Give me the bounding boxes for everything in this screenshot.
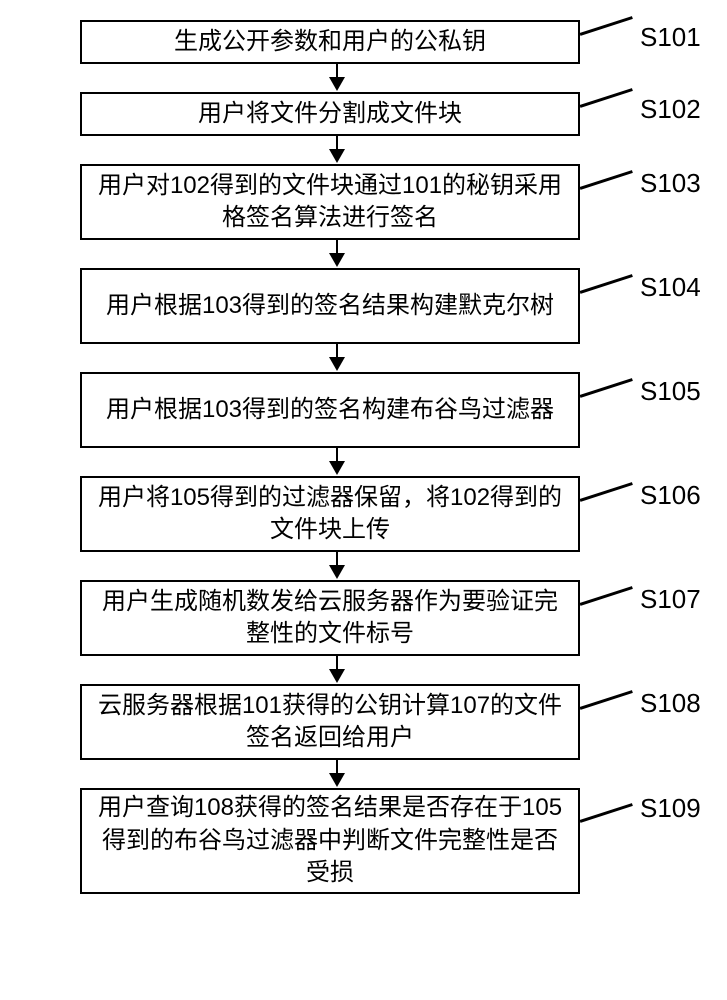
- flow-step-box: 用户将文件分割成文件块: [80, 92, 580, 136]
- flow-row: 用户将105得到的过滤器保留，将102得到的文件块上传 S106: [10, 476, 717, 552]
- arrow-line: [336, 760, 339, 774]
- flow-step-box: 用户对102得到的文件块通过101的秘钥采用格签名算法进行签名: [80, 164, 580, 240]
- arrow-head-icon: [329, 357, 345, 371]
- flow-step-id: S104: [640, 272, 701, 303]
- flow-row: 生成公开参数和用户的公私钥 S101: [10, 20, 717, 64]
- flow-row: 用户查询108获得的签名结果是否存在于105得到的布谷鸟过滤器中判断文件完整性是…: [10, 788, 717, 894]
- flow-row: 云服务器根据101获得的公钥计算107的文件签名返回给用户 S108: [10, 684, 717, 760]
- flow-step-box: 用户查询108获得的签名结果是否存在于105得到的布谷鸟过滤器中判断文件完整性是…: [80, 788, 580, 894]
- flow-step-id: S109: [640, 793, 701, 824]
- arrow-wrap: [10, 552, 717, 580]
- arrow-column: [329, 344, 345, 371]
- flow-step-text: 云服务器根据101获得的公钥计算107的文件签名返回给用户: [92, 690, 568, 755]
- arrow-line: [336, 656, 339, 670]
- flowchart: 生成公开参数和用户的公私钥 S101 用户将文件分割成文件块 S102 用户对102得到…: [10, 20, 717, 894]
- arrow-wrap: [10, 344, 717, 372]
- arrow-line: [336, 448, 339, 462]
- arrow-column: [329, 64, 345, 91]
- flow-step-id: S108: [640, 688, 701, 719]
- arrow-wrap: [10, 656, 717, 684]
- flow-step-text: 用户将105得到的过滤器保留，将102得到的文件块上传: [92, 482, 568, 547]
- arrow-line: [336, 240, 339, 254]
- arrow-wrap: [10, 760, 717, 788]
- flow-step-box: 用户将105得到的过滤器保留，将102得到的文件块上传: [80, 476, 580, 552]
- connector-line: [580, 482, 633, 501]
- arrow-head-icon: [329, 461, 345, 475]
- connector-line: [580, 16, 633, 35]
- arrow-column: [329, 656, 345, 683]
- flow-step-text: 用户生成随机数发给云服务器作为要验证完整性的文件标号: [92, 586, 568, 651]
- arrow-wrap: [10, 64, 717, 92]
- flow-step-text: 用户将文件分割成文件块: [198, 98, 462, 130]
- connector-line: [580, 690, 633, 709]
- flow-step-id: S103: [640, 168, 701, 199]
- connector-line: [580, 378, 633, 397]
- arrow-column: [329, 760, 345, 787]
- connector-line: [580, 803, 633, 822]
- flow-row: 用户对102得到的文件块通过101的秘钥采用格签名算法进行签名 S103: [10, 164, 717, 240]
- flow-step-box: 用户根据103得到的签名构建布谷鸟过滤器: [80, 372, 580, 448]
- flow-step-id: S101: [640, 22, 701, 53]
- arrow-head-icon: [329, 253, 345, 267]
- arrow-line: [336, 64, 339, 78]
- flow-step-text: 用户查询108获得的签名结果是否存在于105得到的布谷鸟过滤器中判断文件完整性是…: [92, 792, 568, 889]
- arrow-wrap: [10, 240, 717, 268]
- arrow-column: [329, 552, 345, 579]
- flow-step-id: S106: [640, 480, 701, 511]
- flow-step-text: 用户根据103得到的签名结果构建默克尔树: [106, 290, 554, 322]
- connector-line: [580, 586, 633, 605]
- arrow-line: [336, 344, 339, 358]
- arrow-head-icon: [329, 773, 345, 787]
- flow-row: 用户根据103得到的签名构建布谷鸟过滤器 S105: [10, 372, 717, 448]
- flow-step-box: 云服务器根据101获得的公钥计算107的文件签名返回给用户: [80, 684, 580, 760]
- arrow-wrap: [10, 136, 717, 164]
- arrow-head-icon: [329, 669, 345, 683]
- arrow-line: [336, 136, 339, 150]
- flow-row: 用户根据103得到的签名结果构建默克尔树 S104: [10, 268, 717, 344]
- flow-step-box: 用户根据103得到的签名结果构建默克尔树: [80, 268, 580, 344]
- flow-step-text: 用户对102得到的文件块通过101的秘钥采用格签名算法进行签名: [92, 170, 568, 235]
- flow-step-id: S107: [640, 584, 701, 615]
- arrow-line: [336, 552, 339, 566]
- arrow-column: [329, 136, 345, 163]
- connector-line: [580, 274, 633, 293]
- flow-row: 用户将文件分割成文件块 S102: [10, 92, 717, 136]
- connector-line: [580, 170, 633, 189]
- arrow-wrap: [10, 448, 717, 476]
- flow-step-box: 生成公开参数和用户的公私钥: [80, 20, 580, 64]
- flow-step-box: 用户生成随机数发给云服务器作为要验证完整性的文件标号: [80, 580, 580, 656]
- arrow-head-icon: [329, 77, 345, 91]
- arrow-head-icon: [329, 565, 345, 579]
- arrow-head-icon: [329, 149, 345, 163]
- arrow-column: [329, 240, 345, 267]
- flow-step-text: 用户根据103得到的签名构建布谷鸟过滤器: [106, 394, 554, 426]
- flow-step-id: S102: [640, 94, 701, 125]
- flow-step-text: 生成公开参数和用户的公私钥: [174, 26, 486, 58]
- connector-line: [580, 88, 633, 107]
- flow-step-id: S105: [640, 376, 701, 407]
- flow-row: 用户生成随机数发给云服务器作为要验证完整性的文件标号 S107: [10, 580, 717, 656]
- arrow-column: [329, 448, 345, 475]
